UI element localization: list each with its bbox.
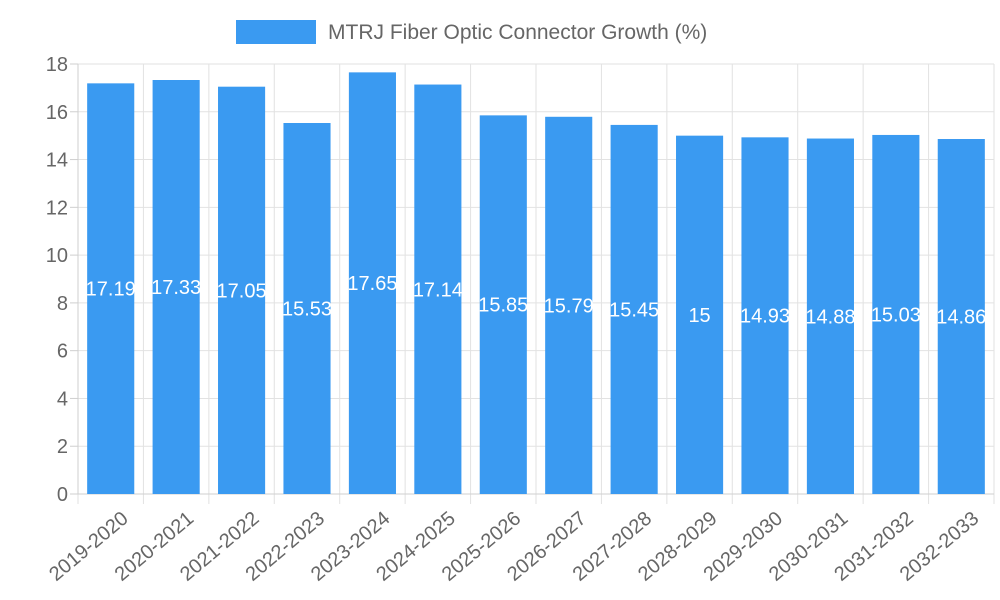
bar-value-label: 14.88 [805, 306, 855, 328]
bar[interactable] [348, 72, 396, 494]
y-tick-label: 2 [57, 436, 68, 458]
bar[interactable] [676, 135, 724, 494]
bar[interactable] [152, 80, 200, 494]
bar-value-label: 15.85 [478, 295, 528, 317]
bar-value-label: 14.93 [740, 306, 790, 328]
bar-value-label: 15.79 [544, 295, 594, 317]
bar[interactable] [479, 115, 527, 494]
bar-value-label: 15.53 [282, 299, 332, 321]
bar-value-label: 14.86 [936, 307, 986, 329]
bar-value-label: 15.45 [609, 299, 659, 321]
y-axis-labels: 0 2 4 6 8 10 12 14 16 18 [46, 54, 68, 506]
y-tick-label: 16 [46, 102, 68, 124]
bar[interactable] [545, 116, 593, 495]
y-tick-label: 10 [46, 245, 68, 267]
bar-value-labels: 17.19 17.33 17.05 15.53 17.65 17.14 15.85 15.79… [86, 273, 987, 328]
bar[interactable] [610, 124, 658, 495]
x-axis-labels: 2019-20202020-20212021-20222022-20232023… [45, 507, 983, 585]
legend-label: MTRJ Fiber Optic Connector Growth (%) [328, 21, 707, 44]
grid [77, 63, 995, 504]
bar[interactable] [414, 84, 462, 495]
legend[interactable]: MTRJ Fiber Optic Connector Growth (%) [236, 20, 707, 44]
y-tick-label: 12 [46, 197, 68, 219]
y-tick-label: 4 [57, 388, 68, 410]
bar-value-label: 17.14 [413, 279, 463, 301]
bar-value-label: 15.03 [871, 304, 921, 326]
bar-value-label: 15 [688, 305, 710, 327]
y-tick-label: 18 [46, 54, 68, 76]
y-tick-label: 0 [57, 484, 68, 506]
legend-swatch [236, 20, 316, 44]
y-tick-label: 14 [46, 150, 68, 172]
bar[interactable] [283, 123, 331, 494]
bar-value-label: 17.65 [347, 273, 397, 295]
y-tick-label: 6 [57, 341, 68, 363]
bar-value-label: 17.19 [86, 279, 136, 301]
bars [87, 72, 985, 495]
bar[interactable] [806, 138, 854, 495]
bar[interactable] [872, 134, 920, 494]
bar[interactable] [218, 86, 266, 494]
bar-value-label: 17.33 [151, 277, 201, 299]
bar[interactable] [87, 83, 135, 494]
y-tick-label: 8 [57, 293, 68, 315]
bar[interactable] [741, 137, 789, 495]
bar-value-label: 17.05 [217, 280, 267, 302]
bar[interactable] [937, 139, 985, 494]
